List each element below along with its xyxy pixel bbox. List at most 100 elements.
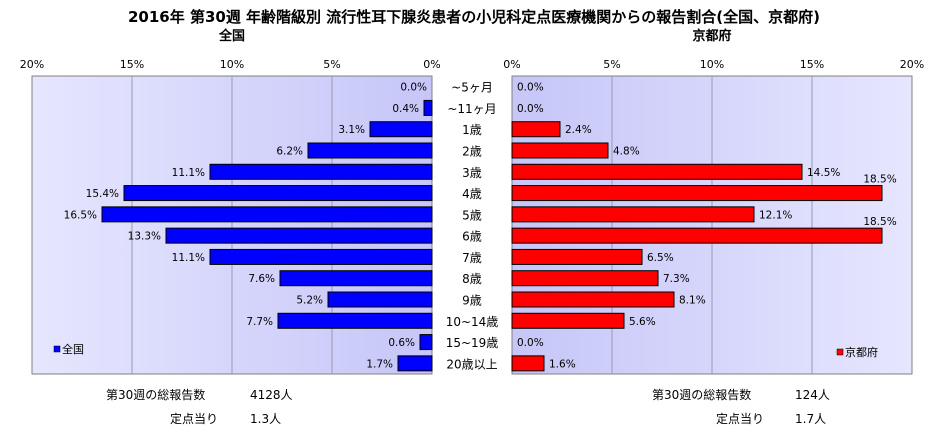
footer-left-total-label: 第30週の総報告数: [106, 387, 205, 402]
chart-title: 2016年 第30週 年齢階級別 流行性耳下腺炎患者の小児科定点医療機関からの報…: [128, 8, 820, 26]
footer-right-total-label: 第30週の総報告数: [652, 387, 751, 402]
right-data-label: 4.8%: [613, 146, 640, 158]
left-bars: [101, 99, 433, 372]
left-panel-title: 全国: [218, 28, 245, 44]
left-bar: [419, 334, 433, 351]
legend-right-label: 京都府: [845, 345, 878, 359]
category-label: 6歳: [462, 230, 482, 244]
right-data-label: 8.1%: [679, 295, 706, 307]
right-data-label: 5.6%: [629, 316, 656, 328]
category-label: 3歳: [462, 166, 482, 180]
left-data-label: 7.6%: [248, 273, 275, 285]
right-data-label: 14.5%: [807, 167, 840, 179]
right-bar: [511, 163, 803, 180]
right-bar: [511, 355, 545, 372]
footer-right-per-label: 定点当り: [716, 411, 764, 426]
left-bar: [277, 312, 433, 329]
category-label: 5歳: [462, 208, 482, 222]
right-data-label: 1.6%: [549, 358, 576, 370]
category-labels: ~5ヶ月 ~11ヶ月 1歳 2歳 3歳 4歳 5歳 6歳 7歳 8歳 9歳 10~14歳 15~19歳 2…: [446, 81, 499, 372]
footer-right-total-value: 124人: [795, 388, 830, 402]
left-data-label: 1.7%: [366, 358, 393, 370]
category-label: 7歳: [462, 251, 482, 265]
left-data-label: 11.1%: [172, 252, 205, 264]
left-tick-label: 15%: [120, 58, 144, 71]
left-data-label: 0.6%: [388, 337, 415, 349]
right-tick-label: 20%: [900, 58, 924, 71]
left-data-labels: 0.0% 0.4% 3.1% 6.2% 11.1% 15.4% 16.5% 13.3% 11.1…: [64, 82, 427, 371]
category-label: 10~14歳: [446, 315, 499, 329]
right-data-label: 2.4%: [565, 124, 592, 136]
right-data-label: 0.0%: [517, 103, 544, 115]
legend-right: 京都府: [836, 345, 878, 359]
right-tick-labels: 0% 5% 10% 15% 20%: [503, 58, 924, 71]
right-tick-label: 5%: [603, 58, 620, 71]
left-data-label: 7.7%: [246, 316, 273, 328]
left-bar: [209, 248, 433, 265]
left-bar: [279, 270, 433, 287]
right-data-label: 7.3%: [663, 273, 690, 285]
right-tick-label: 15%: [800, 58, 824, 71]
right-data-label: 6.5%: [647, 252, 674, 264]
right-bar: [511, 227, 883, 244]
right-data-label: 18.5%: [863, 174, 896, 186]
category-label: 4歳: [462, 187, 482, 201]
right-bars: [511, 121, 883, 372]
left-data-label: 0.0%: [400, 82, 427, 94]
right-bar: [511, 291, 675, 308]
right-bar: [511, 312, 625, 329]
right-bar: [511, 248, 643, 265]
right-tick-label: 0%: [503, 58, 520, 71]
left-data-label: 16.5%: [64, 209, 97, 221]
left-tick-labels: 20% 15% 10% 5% 0%: [20, 58, 441, 71]
legend-left-swatch: [53, 345, 61, 353]
footer-left-total-value: 4128人: [250, 388, 293, 402]
left-data-label: 11.1%: [172, 167, 205, 179]
left-data-label: 5.2%: [296, 295, 323, 307]
left-bar: [397, 355, 433, 372]
left-data-label: 13.3%: [128, 231, 161, 243]
left-bar: [369, 121, 433, 138]
left-data-label: 3.1%: [338, 124, 365, 136]
left-data-label: 15.4%: [86, 188, 119, 200]
left-bar: [165, 227, 433, 244]
right-tick-label: 10%: [700, 58, 724, 71]
right-bar: [511, 270, 659, 287]
category-label: 1歳: [462, 123, 482, 137]
left-bar: [123, 185, 433, 202]
left-tick-label: 5%: [323, 58, 340, 71]
category-label: 9歳: [462, 294, 482, 308]
category-label: 20歳以上: [446, 357, 497, 371]
left-bar: [307, 142, 433, 159]
left-tick-label: 10%: [220, 58, 244, 71]
category-label: 15~19歳: [446, 336, 499, 350]
footer-right-per-value: 1.7人: [795, 412, 826, 426]
right-panel-title: 京都府: [692, 28, 731, 44]
category-label: 8歳: [462, 272, 482, 286]
footer-left-per-label: 定点当り: [170, 411, 218, 426]
category-label: 2歳: [462, 145, 482, 159]
right-data-labels: 0.0% 0.0% 2.4% 4.8% 14.5% 18.5% 12.1% 18.5% 6.5%…: [517, 82, 897, 371]
right-bar: [511, 142, 609, 159]
right-bar: [511, 121, 561, 138]
category-label: ~11ヶ月: [447, 102, 496, 116]
left-bar: [327, 291, 433, 308]
right-data-label: 0.0%: [517, 82, 544, 94]
left-data-label: 6.2%: [276, 146, 303, 158]
right-data-label: 18.5%: [863, 216, 896, 228]
right-data-label: 0.0%: [517, 337, 544, 349]
left-bar: [423, 99, 433, 116]
left-tick-label: 20%: [20, 58, 44, 71]
legend-left: 全国: [53, 342, 84, 356]
left-tick-label: 0%: [423, 58, 440, 71]
right-bar: [511, 206, 755, 223]
right-data-label: 12.1%: [759, 209, 792, 221]
legend-left-label: 全国: [62, 342, 84, 356]
left-bar: [101, 206, 433, 223]
legend-right-swatch: [836, 348, 844, 356]
right-bar: [511, 185, 883, 202]
left-bar: [209, 163, 433, 180]
left-data-label: 0.4%: [392, 103, 419, 115]
category-label: ~5ヶ月: [451, 81, 493, 95]
